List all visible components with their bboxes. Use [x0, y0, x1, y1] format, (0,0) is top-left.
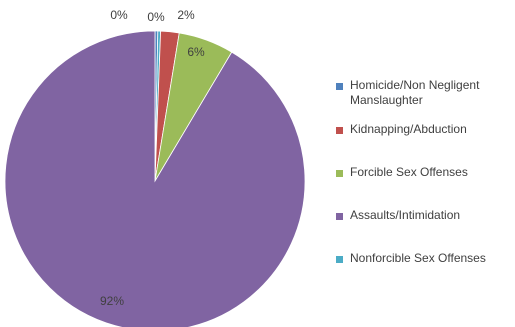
- legend-item-assaults: Assaults/Intimidation: [336, 208, 510, 223]
- pie-chart: 0% 0% 2% 6% 92%: [4, 8, 306, 327]
- legend-label-homicide: Homicide/Non Negligent Manslaughter: [350, 78, 480, 107]
- data-label-forcible: 6%: [187, 45, 205, 59]
- legend-swatch-kidnapping: [336, 127, 343, 134]
- data-label-assaults: 92%: [100, 294, 124, 308]
- legend-item-forcible: Forcible Sex Offenses: [336, 165, 510, 180]
- data-label-kidnapping: 2%: [177, 8, 195, 22]
- legend-swatch-nonforcible: [336, 256, 343, 263]
- pie-slices: [4, 30, 306, 327]
- legend-label-kidnapping: Kidnapping/Abduction: [350, 122, 467, 136]
- legend: Homicide/Non Negligent Manslaughter Kidn…: [336, 0, 514, 327]
- legend-label-nonforcible: Nonforcible Sex Offenses: [350, 251, 486, 265]
- legend-item-nonforcible: Nonforcible Sex Offenses: [336, 251, 510, 266]
- legend-swatch-assaults: [336, 213, 343, 220]
- legend-item-homicide: Homicide/Non Negligent Manslaughter: [336, 78, 510, 108]
- legend-item-kidnapping: Kidnapping/Abduction: [336, 122, 510, 137]
- data-label-nonforcible: 0%: [147, 10, 165, 24]
- legend-swatch-forcible: [336, 170, 343, 177]
- legend-label-forcible: Forcible Sex Offenses: [350, 165, 468, 179]
- pie-data-labels: 0% 0% 2% 6% 92%: [100, 8, 205, 308]
- data-label-homicide: 0%: [110, 8, 128, 22]
- legend-label-assaults: Assaults/Intimidation: [350, 208, 461, 222]
- pie-slice-assaults: [4, 30, 306, 327]
- legend-swatch-homicide: [336, 83, 343, 90]
